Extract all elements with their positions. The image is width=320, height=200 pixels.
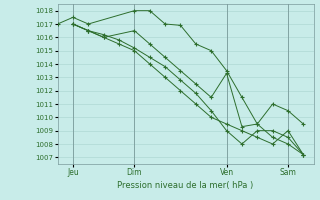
X-axis label: Pression niveau de la mer( hPa ): Pression niveau de la mer( hPa ) [117, 181, 254, 190]
